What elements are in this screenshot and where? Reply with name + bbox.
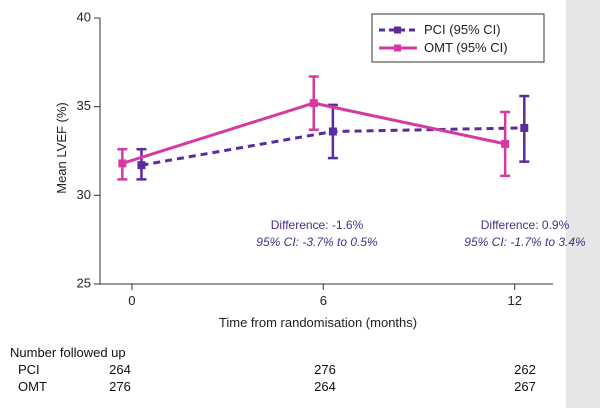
series-pci: [136, 94, 530, 181]
legend-pci-label: PCI (95% CI): [424, 22, 501, 37]
point-pci: [328, 127, 337, 136]
x-tick-label: 12: [507, 293, 521, 308]
followup-pci-0: 264: [109, 362, 131, 377]
x-axis-title: Time from randomisation (months): [219, 315, 417, 330]
followup-header: Number followed up: [10, 345, 126, 360]
x-tick-label: 0: [128, 293, 135, 308]
series-omt: [117, 75, 511, 181]
followup-omt-6: 264: [314, 379, 336, 394]
annotation-12-ci: 95% CI: -1.7% to 3.4%: [464, 235, 586, 249]
followup-omt-label: OMT: [18, 379, 47, 394]
annotation-12-title: Difference: 0.9%: [481, 218, 570, 232]
annotation-6-title: Difference: -1.6%: [271, 218, 364, 232]
followup-table: Number followed up PCI 264 276 262 OMT 2…: [10, 345, 536, 394]
y-tick-label: 30: [77, 187, 91, 202]
point-omt: [118, 159, 127, 168]
legend-omt-label: OMT (95% CI): [424, 40, 508, 55]
legend-omt-marker: [394, 44, 401, 52]
side-panel: [566, 0, 600, 408]
legend-box: [371, 13, 545, 63]
followup-omt-12: 267: [514, 379, 536, 394]
followup-pci-12: 262: [514, 362, 536, 377]
followup-pci-6: 276: [314, 362, 336, 377]
y-ticks: 25 30 35 40: [77, 9, 100, 290]
y-tick-label: 35: [77, 98, 91, 113]
annotation-6-ci: 95% CI: -3.7% to 0.5%: [256, 235, 378, 249]
x-ticks: 0 6 12: [128, 284, 522, 308]
point-pci: [137, 161, 146, 170]
followup-omt-0: 276: [109, 379, 131, 394]
y-tick-label: 25: [77, 275, 91, 290]
y-axis-title: Mean LVEF (%): [54, 102, 69, 194]
legend-pci-marker: [394, 26, 401, 34]
legend: PCI (95% CI) OMT (95% CI): [371, 13, 545, 63]
followup-pci-label: PCI: [18, 362, 40, 377]
y-tick-label: 40: [77, 9, 91, 24]
point-omt: [501, 139, 510, 148]
point-omt: [309, 99, 318, 108]
series-layer: [117, 75, 530, 181]
point-pci: [520, 123, 529, 132]
x-tick-label: 6: [320, 293, 327, 308]
